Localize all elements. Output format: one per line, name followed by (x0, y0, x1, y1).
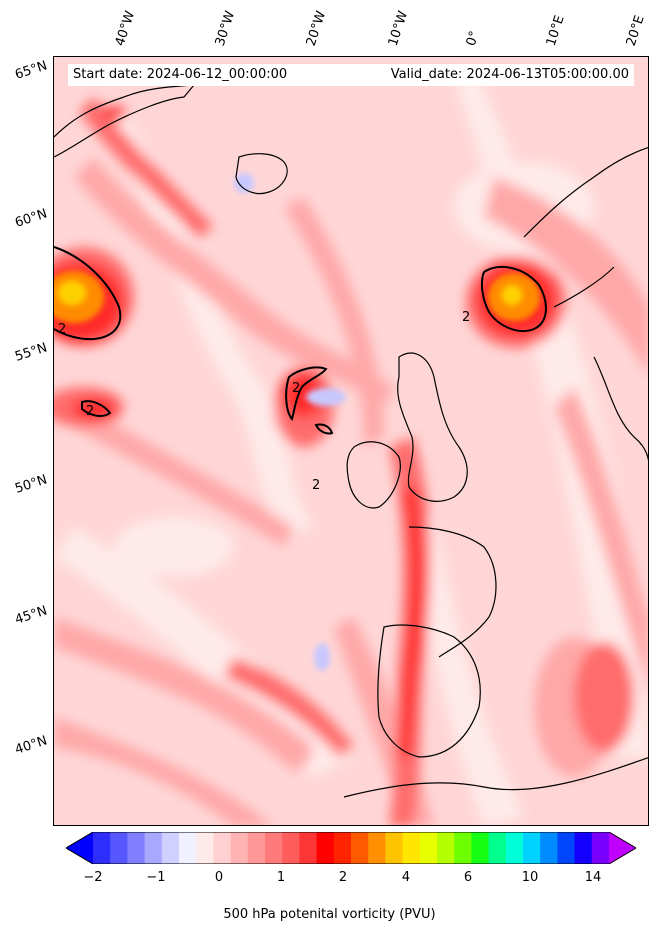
contour-label: 2 (292, 381, 300, 396)
colorbar-extend-high (609, 832, 636, 864)
contour-atlantic-ridge (285, 366, 328, 422)
iberia-coast (377, 624, 481, 758)
pv-maxima (54, 173, 540, 671)
contour-label: 2 (462, 310, 470, 325)
colorbar-tick-label: 0 (214, 870, 224, 885)
britain-coast (397, 352, 468, 502)
france-coast (408, 526, 497, 658)
colorbar-segment (93, 832, 111, 864)
colorbar-segment (523, 832, 541, 864)
colorbar-tick-label: 14 (584, 870, 602, 885)
colorbar-tick-label: 6 (463, 870, 473, 885)
lon-label-20e: 20°E (623, 13, 648, 49)
colorbar-segment (230, 832, 249, 864)
colorbar-tick-label: 4 (401, 870, 411, 885)
colorbar-segment (591, 832, 610, 864)
contour-label: 2 (86, 404, 94, 419)
contour-label: 2 (312, 478, 320, 493)
colorbar-tick-label: 1 (276, 870, 286, 885)
colorbar-segment (505, 832, 524, 864)
colorbar-segment (437, 832, 455, 864)
colorbar-title: 500 hPa potenital vorticity (PVU) (223, 907, 436, 922)
baltic-coast (593, 356, 648, 461)
colorbar-segment (471, 832, 490, 864)
colorbar-tick-label: 2 (338, 870, 348, 885)
colorbar-segment (333, 832, 352, 864)
colorbar-segment (179, 832, 197, 864)
pv-2-contours (54, 246, 547, 435)
valid-date-label: Valid_date: 2024-06-13T05:00:00.00 (390, 67, 629, 82)
colorbar-segment (574, 832, 593, 864)
colorbar-segment (488, 832, 507, 864)
lon-label-10e: 10°E (543, 13, 568, 49)
lon-label-20w: 20°W (303, 9, 330, 48)
lat-label-40n: 40°N (13, 733, 50, 758)
colorbar-tick-label: 10 (521, 870, 539, 885)
colorbar-segment (127, 832, 146, 864)
colorbar-segment (419, 832, 438, 864)
contour-east-small (314, 423, 334, 435)
colorbar-segment (196, 832, 214, 864)
colorbar-segment (454, 832, 472, 864)
colorbar-segment (265, 832, 283, 864)
lat-label-65n: 65°N (13, 58, 50, 83)
contour-label-group: 2 2 2 2 2 (58, 310, 470, 493)
north-africa-coast (343, 757, 648, 798)
contour-label: 2 (58, 322, 66, 337)
contour-west-small (81, 400, 112, 417)
colorbar-segment (282, 832, 300, 864)
lat-label-45n: 45°N (13, 603, 50, 628)
colorbar-segment (402, 832, 421, 864)
scandinavia-coast (523, 147, 648, 308)
pv-field (54, 67, 648, 825)
lon-label-0: 0° (463, 29, 483, 48)
colorbar (66, 832, 636, 864)
colorbar-segment (110, 832, 128, 864)
iceland-coast (235, 153, 288, 195)
colorbar-tick-label: −1 (146, 870, 166, 885)
contour-north-sea (480, 265, 547, 332)
colorbar-segment (144, 832, 163, 864)
colorbar-segment (247, 832, 266, 864)
colorbar-segment (540, 832, 558, 864)
colorbar-tick-label: −2 (83, 870, 103, 885)
ireland-coast (346, 441, 401, 509)
lat-label-55n: 55°N (13, 340, 50, 365)
colorbar-segment (299, 832, 318, 864)
colorbar-extend-low (66, 832, 93, 864)
date-info-bar: Start date: 2024-06-12_00:00:00 Valid_da… (68, 64, 634, 86)
lon-label-30w: 30°W (212, 9, 239, 48)
colorbar-segment (351, 832, 369, 864)
colorbar-segment (316, 832, 335, 864)
colorbar-segment (368, 832, 386, 864)
map-panel[interactable]: 2 2 2 2 2 (53, 56, 649, 826)
colorbar-segment (213, 832, 232, 864)
lon-label-10w: 10°W (385, 9, 412, 48)
lat-label-50n: 50°N (13, 472, 50, 497)
contour-west-high (54, 246, 122, 341)
colorbar-segment (161, 832, 180, 864)
lat-label-60n: 60°N (13, 206, 50, 231)
coastlines (54, 84, 648, 798)
colorbar-segment (557, 832, 576, 864)
colorbar-segment (385, 832, 404, 864)
lon-label-40w: 40°W (112, 9, 139, 48)
pv-field-map: 2 2 2 2 2 (54, 57, 648, 825)
start-date-label: Start date: 2024-06-12_00:00:00 (73, 67, 288, 82)
